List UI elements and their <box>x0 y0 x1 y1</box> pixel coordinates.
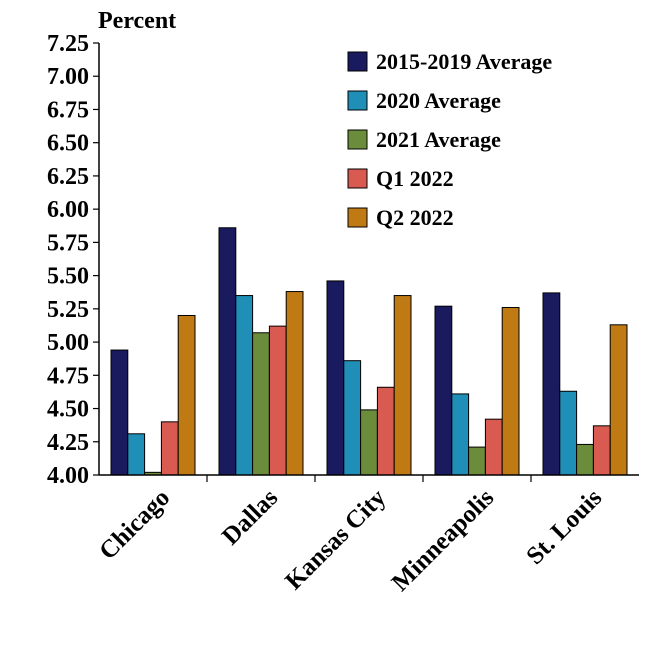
y-axis-ticks: 4.00 4.25 4.50 4.75 5.00 5.25 5.50 5.75 6.00 6.25… <box>47 31 99 489</box>
bar <box>576 443 594 476</box>
axes <box>98 43 639 482</box>
bar <box>434 305 453 476</box>
x-category-label: Minneapolis <box>387 484 500 597</box>
bar <box>110 349 129 476</box>
legend-swatch <box>347 129 368 150</box>
bar <box>393 295 412 476</box>
bar <box>360 409 378 476</box>
bar <box>468 446 486 476</box>
bar <box>177 314 196 476</box>
bar <box>484 418 503 476</box>
y-tick-label: 7.00 <box>47 64 89 90</box>
legend-swatch <box>347 51 368 72</box>
y-tick-label: 7.25 <box>47 31 89 57</box>
legend-swatch <box>347 207 368 228</box>
bar <box>343 360 362 476</box>
bar <box>542 292 561 476</box>
x-category-label: Dallas <box>217 484 283 550</box>
x-category-label: Kansas City <box>280 484 391 595</box>
bar <box>268 325 287 476</box>
y-tick-label: 6.75 <box>47 97 89 123</box>
legend-label: 2020 Average <box>376 88 501 113</box>
y-tick-label: 5.50 <box>47 264 89 290</box>
legend: 2015-2019 Average 2020 Average 2021 Averag… <box>347 49 552 230</box>
legend-label: 2015-2019 Average <box>376 49 552 74</box>
x-category-label: Chicago <box>94 484 175 565</box>
legend-label: Q2 2022 <box>376 205 454 230</box>
bar <box>285 291 304 476</box>
bar <box>235 295 254 476</box>
y-tick-label: 5.25 <box>47 297 89 323</box>
bar <box>501 307 520 476</box>
bar <box>451 393 470 476</box>
y-tick-label: 4.00 <box>47 463 89 489</box>
legend-label: Q1 2022 <box>376 166 454 191</box>
y-axis-title: Percent <box>98 8 176 34</box>
bar <box>252 332 270 476</box>
y-tick-label: 6.00 <box>47 197 89 223</box>
bar <box>559 390 578 476</box>
legend-label: 2021 Average <box>376 127 501 152</box>
bar <box>376 386 395 476</box>
y-tick-label: 4.50 <box>47 397 89 423</box>
x-category-label: St. Louis <box>521 484 607 570</box>
bar <box>326 280 345 476</box>
bars <box>110 227 628 476</box>
bar <box>127 433 146 476</box>
y-tick-label: 4.25 <box>47 430 89 456</box>
legend-swatch <box>347 168 368 189</box>
legend-swatch <box>347 90 368 111</box>
bar <box>592 425 611 476</box>
y-tick-label: 5.75 <box>47 230 89 256</box>
bar <box>218 227 237 476</box>
bar <box>160 421 179 476</box>
y-tick-label: 5.00 <box>47 330 89 356</box>
y-tick-label: 6.50 <box>47 131 89 157</box>
y-tick-label: 6.25 <box>47 164 89 190</box>
y-tick-label: 4.75 <box>47 363 89 389</box>
bar <box>609 324 628 476</box>
